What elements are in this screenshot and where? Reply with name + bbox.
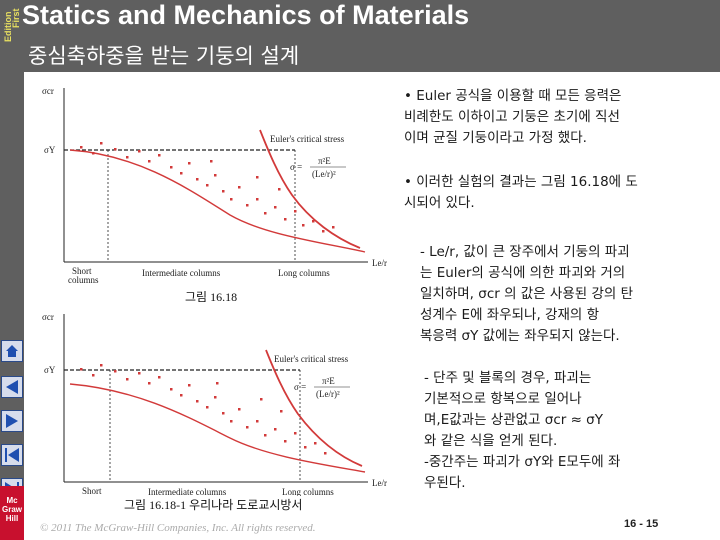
euler-formula-numerator: π²E xyxy=(318,156,331,166)
long-columns-label: Long columns xyxy=(282,487,334,496)
text-line: 비례한도 이하이고 기둥은 초기에 직선 xyxy=(404,109,620,125)
short-columns-label: Short xyxy=(82,486,102,496)
yield-stress-label: σY xyxy=(44,145,56,155)
next-slide-icon xyxy=(6,414,18,428)
edition-label: Edition First xyxy=(2,2,21,42)
first-slide-button[interactable] xyxy=(1,444,23,466)
text-line: 이며 균질 기둥이라고 가정 했다. xyxy=(404,130,587,146)
navigation-sidebar xyxy=(0,72,24,540)
long-columns-label: Long columns xyxy=(278,268,330,278)
paragraph-long-columns: - Le/r, 값이 큰 장주에서 기둥의 파괴 는 Euler의 공식에 의한… xyxy=(420,242,633,347)
logo-line-2: Graw xyxy=(1,505,22,514)
figure-16-18: σcr σY Le/r Euler's critical stress π²E … xyxy=(42,86,387,285)
text-line: 시되어 있다. xyxy=(404,195,475,211)
euler-formula-denominator: (Le/r)² xyxy=(312,169,336,179)
text-line: - 단주 및 블록의 경우, 파괴는 xyxy=(424,370,592,386)
text-line: 성계수 E에 좌우되나, 강재의 항 xyxy=(420,307,600,323)
previous-slide-button[interactable] xyxy=(1,376,23,398)
euler-formula-numerator: π²E xyxy=(322,376,335,386)
euler-formula-lhs: σ = xyxy=(294,382,306,392)
test-data-points-2 xyxy=(80,364,327,455)
page-number: 16 - 15 xyxy=(624,518,659,530)
euler-curve-label: Euler's critical stress xyxy=(270,134,345,144)
edition-line-1: First xyxy=(11,8,21,28)
text-line: 와 같은 식을 얻게 된다. xyxy=(424,433,558,449)
text-line: 우된다. xyxy=(424,475,466,491)
y-axis-label: σcr xyxy=(42,312,54,322)
previous-slide-icon xyxy=(6,380,18,394)
figure-16-18-1: σcr σY Le/r Euler's critical stress π²E … xyxy=(42,312,387,496)
mcgraw-hill-logo: Mc Graw Hill xyxy=(0,486,24,540)
paragraph-experiment-results: • 이러한 실험의 결과는 그림 16.18에 도 시되어 있다. xyxy=(404,172,638,214)
text-line: 기본적으로 항복으로 일어나 xyxy=(424,391,582,407)
short-columns-label: Short xyxy=(72,266,92,276)
logo-line-1: Mc xyxy=(6,496,18,505)
figure-caption: 그림 16.18-1 우리나라 도로교시방서 xyxy=(124,498,303,512)
logo-line-3: Hill xyxy=(5,514,19,523)
text-line: 일치하며, σcr 의 값은 사용된 강의 탄 xyxy=(420,286,634,302)
short-columns-label-2: columns xyxy=(78,495,109,496)
text-line: 며,E값과는 상관없고 σcr ≈ σY xyxy=(424,412,603,428)
paragraph-euler-assumption: • Euler 공식을 이용할 때 모든 응력은 비례한도 이하이고 기둥은 초… xyxy=(404,86,621,149)
first-slide-icon xyxy=(5,448,19,462)
copyright-notice: © 2011 The McGraw-Hill Companies, Inc. A… xyxy=(40,522,316,534)
figure-caption: 그림 16.18 xyxy=(185,290,238,304)
yield-stress-label: σY xyxy=(44,365,56,375)
euler-curve-label: Euler's critical stress xyxy=(274,354,349,364)
slide-title: 중심축하중을 받는 기둥의 설계 xyxy=(28,44,300,68)
euler-formula-denominator: (Le/r)² xyxy=(316,389,340,399)
short-columns-label-2: columns xyxy=(68,275,99,285)
x-axis-label: Le/r xyxy=(372,258,387,268)
intermediate-columns-label: Intermediate columns xyxy=(148,487,227,496)
home-button[interactable] xyxy=(1,340,23,362)
euler-formula-lhs: σ = xyxy=(290,162,302,172)
text-line: - Le/r, 값이 큰 장주에서 기둥의 파괴 xyxy=(420,244,630,260)
test-data-points xyxy=(80,142,335,233)
text-line: 는 Euler의 공식에 의한 파괴와 거의 xyxy=(420,265,626,281)
text-line: 복응력 σY 값에는 좌우되지 않는다. xyxy=(420,328,620,344)
text-line: • Euler 공식을 이용할 때 모든 응력은 xyxy=(404,88,622,104)
home-icon xyxy=(6,345,18,357)
app-title: Statics and Mechanics of Materials xyxy=(22,0,470,30)
text-line: -중간주는 파괴가 σY와 E모두에 좌 xyxy=(424,454,621,470)
intermediate-columns-label: Intermediate columns xyxy=(142,268,221,278)
title-bar: Edition First Statics and Mechanics of M… xyxy=(0,0,720,72)
next-slide-button[interactable] xyxy=(1,410,23,432)
y-axis-label: σcr xyxy=(42,86,54,96)
x-axis-label: Le/r xyxy=(372,478,387,488)
paragraph-short-columns: - 단주 및 블록의 경우, 파괴는 기본적으로 항복으로 일어나 며,E값과는… xyxy=(424,368,620,494)
text-line: • 이러한 실험의 결과는 그림 16.18에 도 xyxy=(404,174,638,190)
